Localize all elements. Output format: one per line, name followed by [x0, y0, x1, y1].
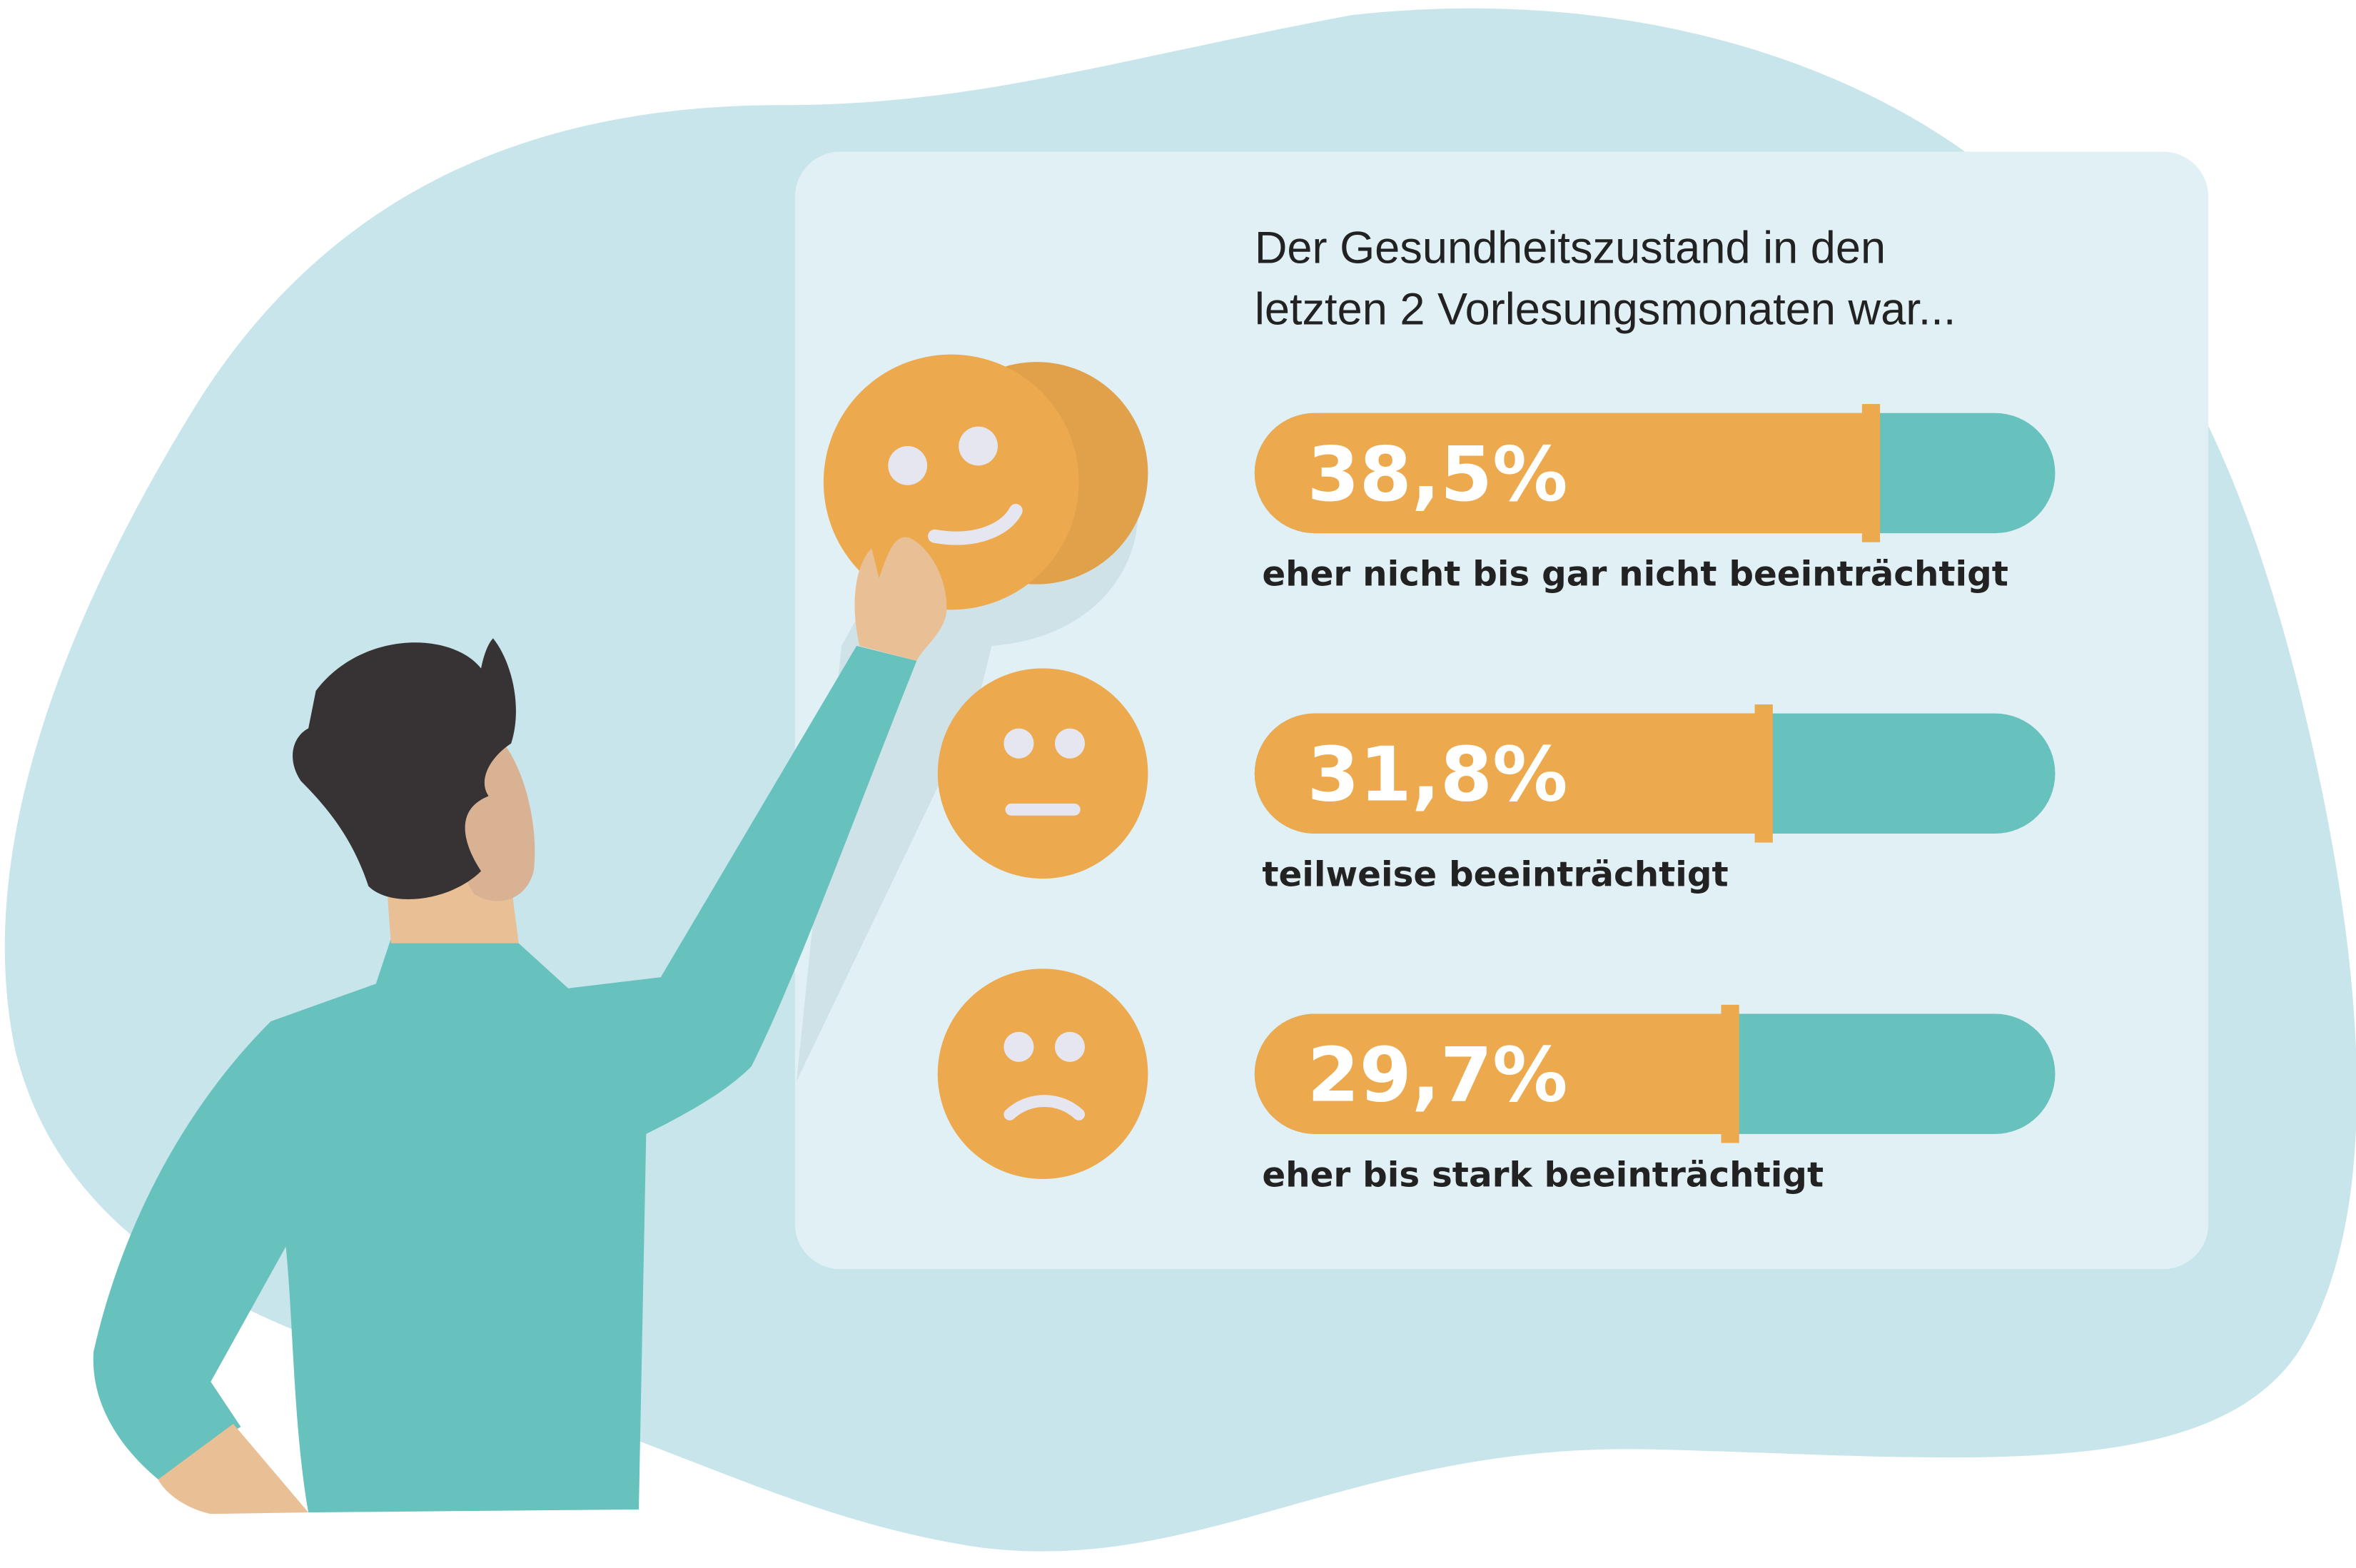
bar-end-tick [1754, 704, 1773, 843]
value-label: 31,8% [1307, 731, 1567, 819]
bar-end-tick [1861, 404, 1881, 542]
eye [959, 426, 998, 466]
hair [293, 638, 516, 899]
category-label: eher nicht bis gar nicht beeinträchtigt [1262, 555, 2008, 595]
face-sad [937, 968, 1148, 1179]
arm [631, 645, 917, 1142]
eye [1003, 1031, 1034, 1062]
hand-left [158, 1423, 309, 1514]
bar-end-tick [1721, 1004, 1739, 1143]
person [93, 537, 947, 1514]
mouth [928, 504, 1023, 545]
body [93, 939, 669, 1513]
face-neutral [937, 668, 1148, 879]
bar [1254, 713, 1764, 834]
eye [888, 446, 928, 485]
value-label: 38,5% [1307, 430, 1567, 518]
face-happy [823, 354, 1079, 610]
bar [1254, 1013, 1731, 1134]
category-label: teilweise beeinträchtigt [1262, 855, 1728, 895]
eye [1054, 1031, 1086, 1062]
chart-title: letzten 2 Vorlesungsmonaten war... [1255, 285, 1956, 335]
eye [1003, 728, 1034, 759]
bar [1254, 413, 1871, 534]
faces [823, 354, 1148, 1179]
hand [854, 537, 947, 661]
mouth [1003, 1095, 1086, 1121]
category-label: eher bis stark beeinträchtigt [1262, 1155, 1824, 1195]
value-label: 29,7% [1307, 1031, 1567, 1119]
eye [1054, 728, 1086, 759]
chart-title: Der Gesundheitszustand in den [1255, 223, 1886, 273]
